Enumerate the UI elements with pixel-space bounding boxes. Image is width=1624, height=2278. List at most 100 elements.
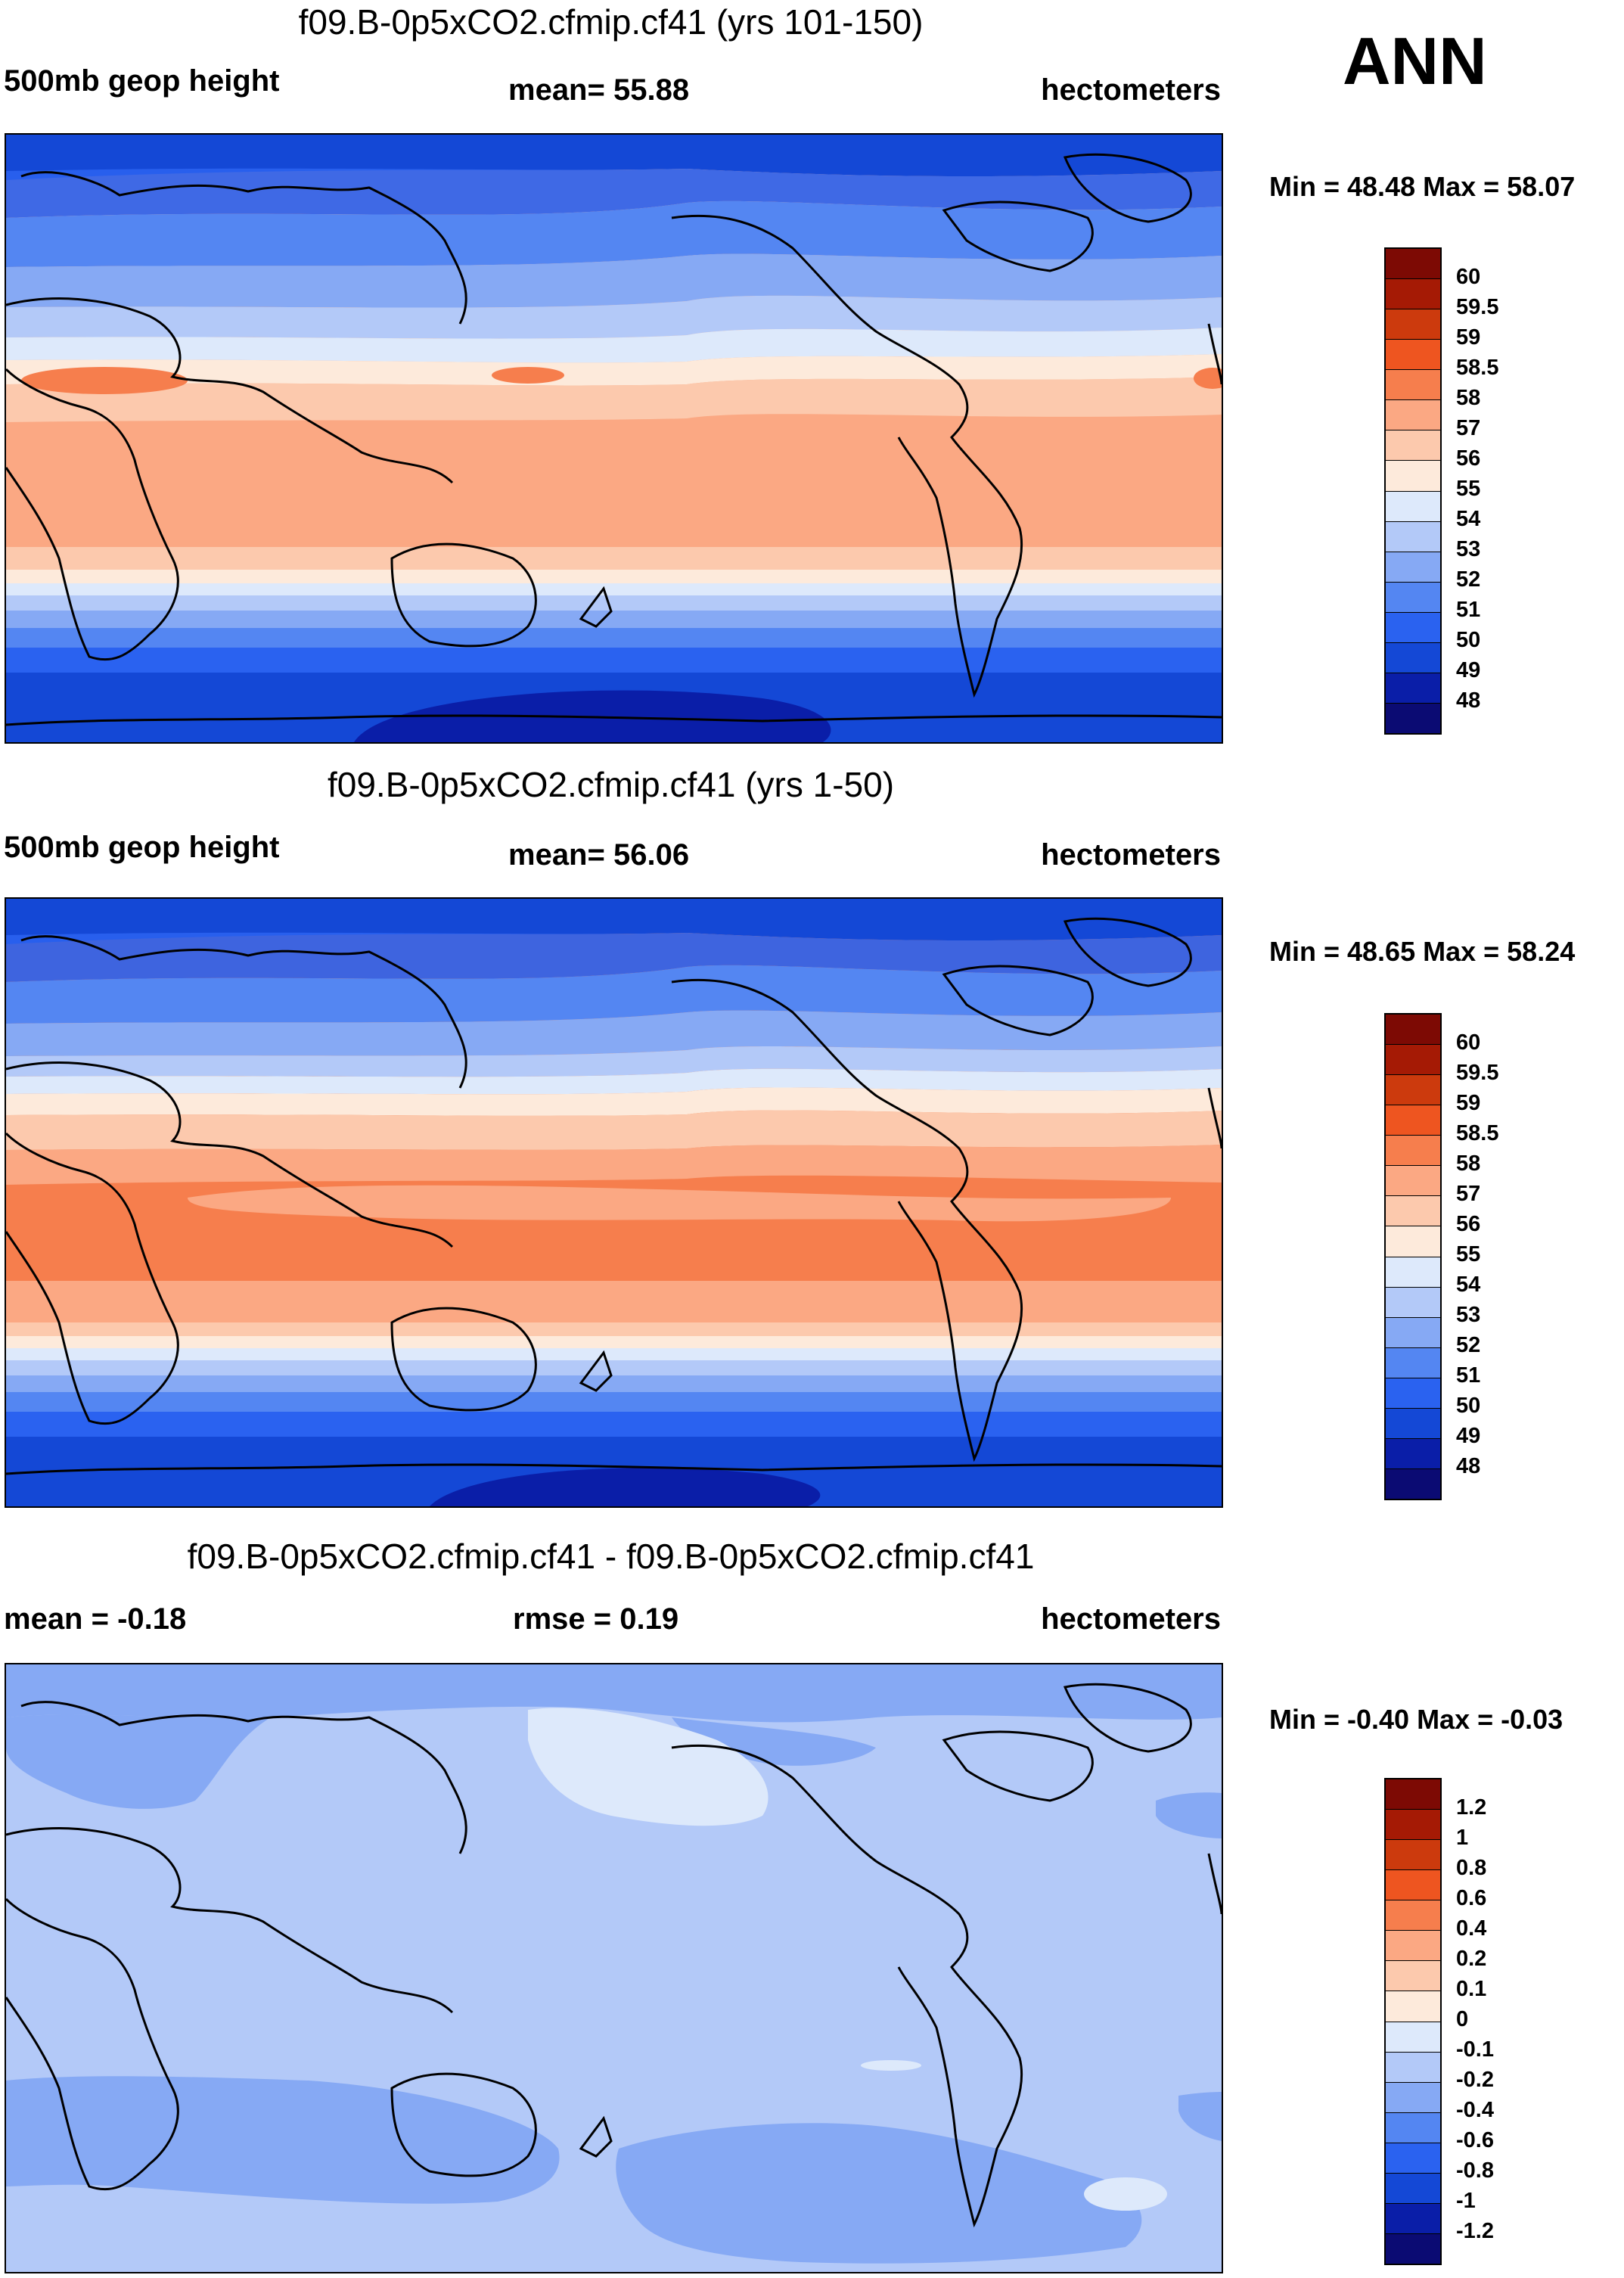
coastline xyxy=(1063,153,1192,223)
coastline xyxy=(942,965,1094,1036)
band xyxy=(6,628,1222,649)
colorbar-swatch xyxy=(1386,1074,1440,1105)
colorbar-tick-label: -0.2 xyxy=(1456,2068,1494,2092)
colorbar-swatch xyxy=(1386,1165,1440,1196)
panel-2-mean-label: mean= 56.06 xyxy=(508,838,690,872)
coastline xyxy=(20,935,467,1089)
coastline xyxy=(579,1350,613,1392)
coastline xyxy=(390,542,537,648)
colorbar-tick-label: 56 xyxy=(1456,1212,1481,1236)
band xyxy=(6,1068,1222,1095)
coastline xyxy=(942,1730,1094,1802)
coastline xyxy=(1207,1853,1222,1915)
band xyxy=(1194,368,1222,389)
coastline xyxy=(6,368,179,661)
colorbar-swatch xyxy=(1386,1195,1440,1226)
colorbar-tick-label: 59 xyxy=(1456,1091,1481,1115)
colorbar-swatch xyxy=(1386,1468,1440,1499)
coastlines xyxy=(6,1683,1222,2228)
panel-3-minmax: Min = -0.40 Max = -0.03 xyxy=(1269,1704,1563,1735)
panel-2-colorbar xyxy=(1384,1013,1442,1500)
panel-3-colorbar-swatches xyxy=(1386,1779,1440,2264)
colorbar-tick-label: 54 xyxy=(1456,1273,1481,1297)
panel-2-title: f09.B-0p5xCO2.cfmip.cf41 (yrs 1-50) xyxy=(327,765,895,804)
colorbar-swatch xyxy=(1386,2021,1440,2052)
colorbar-tick-label: 50 xyxy=(1456,628,1481,652)
colorbar-tick-label: 1.2 xyxy=(1456,1795,1487,1820)
coastline xyxy=(20,171,467,325)
colorbar-tick-label: 55 xyxy=(1456,1242,1481,1266)
panel-1-colorbar-swatches xyxy=(1386,249,1440,733)
colorbar-swatch xyxy=(1386,430,1440,461)
colorbar-tick-label: 0 xyxy=(1456,2007,1469,2031)
colorbar-swatch xyxy=(1386,1407,1440,1438)
band xyxy=(528,1708,769,1826)
colorbar-tick-label: 59 xyxy=(1456,325,1481,350)
colorbar-swatch xyxy=(1386,2233,1440,2264)
panel-1-colorbar xyxy=(1384,247,1442,735)
colorbar-swatch xyxy=(1386,1377,1440,1408)
colorbar-swatch xyxy=(1386,1015,1440,1045)
colorbar-swatch xyxy=(1386,1960,1440,1991)
colorbar-tick-label: 56 xyxy=(1456,446,1481,471)
colorbar-swatch xyxy=(1386,1044,1440,1075)
band xyxy=(1156,1792,1222,1838)
panel-1-map xyxy=(5,133,1223,744)
colorbar-tick-label: 55 xyxy=(1456,477,1481,501)
colorbar-tick-label: -1 xyxy=(1456,2189,1476,2213)
band xyxy=(6,1392,1222,1413)
colorbar-tick-label: 48 xyxy=(1456,688,1481,713)
band xyxy=(6,965,1222,1024)
colorbar-swatch xyxy=(1386,490,1440,521)
colorbar-swatch xyxy=(1386,1316,1440,1347)
panel-2-colorbar-labels: 60 59.5 59 58.5 58 57 56 55 54 53 52 51 50 49 48 xyxy=(1456,1013,1532,1497)
band xyxy=(6,932,1222,982)
colorbar-tick-label: 52 xyxy=(1456,567,1481,592)
colorbar-swatch xyxy=(1386,2051,1440,2082)
colorbar-swatch xyxy=(1386,1991,1440,2022)
band xyxy=(6,295,1222,339)
panel-1-colorbar-labels: 60 59.5 59 58.5 58 57 56 55 54 53 52 51 50 49 48 xyxy=(1456,247,1532,732)
band xyxy=(672,1717,876,1766)
coastline xyxy=(1207,323,1222,385)
colorbar-tick-label: 58.5 xyxy=(1456,1121,1499,1145)
coastline xyxy=(6,297,454,484)
panel-1-units-label: hectometers xyxy=(1041,73,1221,107)
colorbar-tick-label: 51 xyxy=(1456,598,1481,622)
panel-2-colorbar-swatches xyxy=(1386,1015,1440,1499)
panel-3-rmse-label: rmse = 0.19 xyxy=(513,1602,679,1636)
panel-1-title: f09.B-0p5xCO2.cfmip.cf41 (yrs 101-150) xyxy=(298,2,924,42)
colorbar-swatch xyxy=(1386,2202,1440,2233)
colorbar-tick-label: 0.6 xyxy=(1456,1886,1487,1910)
colorbar-tick-label: 54 xyxy=(1456,507,1481,531)
band xyxy=(6,1714,271,1809)
panel-2-left-label: 500mb geop height xyxy=(4,831,280,864)
colorbar-swatch xyxy=(1386,611,1440,642)
panel-3-colorbar-labels: 1.2 1 0.8 0.6 0.4 0.2 0.1 0 -0.1 -0.2 -0.4 -0.6 -0.8… xyxy=(1456,1778,1532,2262)
panel-3-title: f09.B-0p5xCO2.cfmip.cf41 - f09.B-0p5xCO2… xyxy=(187,1537,1035,1576)
band xyxy=(6,377,1222,422)
panel-2-map xyxy=(5,897,1223,1508)
colorbar-tick-label: 0.2 xyxy=(1456,1947,1487,1971)
band xyxy=(492,367,564,384)
coastline xyxy=(1207,1087,1222,1149)
coastline xyxy=(671,978,1023,1462)
band xyxy=(6,1375,1222,1394)
band xyxy=(6,583,1222,597)
colorbar-swatch xyxy=(1386,1809,1440,1840)
colorbar-tick-label: 0.8 xyxy=(1456,1856,1487,1880)
band xyxy=(6,1087,1222,1116)
band xyxy=(6,1281,1222,1326)
coastlines xyxy=(6,153,1222,726)
colorbar-swatch xyxy=(1386,1779,1440,1810)
colorbar-swatch xyxy=(1386,309,1440,340)
colorbar-swatch xyxy=(1386,672,1440,703)
colorbar-swatch xyxy=(1386,521,1440,552)
colorbar-swatch xyxy=(1386,2172,1440,2203)
colorbar-tick-label: 1 xyxy=(1456,1826,1469,1850)
colorbar-swatch xyxy=(1386,1869,1440,1900)
coastline xyxy=(6,1827,454,2014)
band xyxy=(6,168,1222,218)
band xyxy=(6,1145,1222,1185)
colorbar-tick-label: 50 xyxy=(1456,1394,1481,1418)
